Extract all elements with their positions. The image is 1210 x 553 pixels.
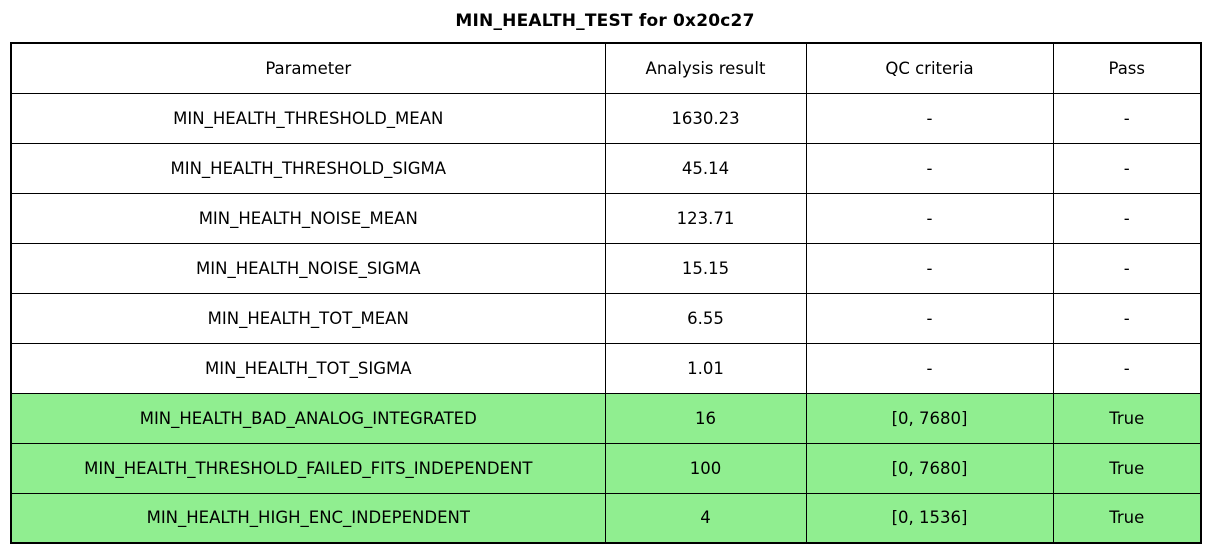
- cell-qc: [0, 1536]: [805, 492, 1054, 544]
- table-row: MIN_HEALTH_HIGH_ENC_INDEPENDENT 4 [0, 1536…: [10, 492, 1202, 544]
- cell-result: 1.01: [604, 342, 807, 394]
- cell-parameter: MIN_HEALTH_THRESHOLD_FAILED_FITS_INDEPEN…: [10, 442, 606, 494]
- cell-parameter: MIN_HEALTH_BAD_ANALOG_INTEGRATED: [10, 392, 606, 444]
- cell-parameter: MIN_HEALTH_NOISE_MEAN: [10, 192, 606, 244]
- table-row: MIN_HEALTH_TOT_MEAN 6.55- -: [10, 292, 1202, 344]
- cell-qc: -: [805, 242, 1054, 294]
- cell-parameter: MIN_HEALTH_NOISE_SIGMA: [10, 242, 606, 294]
- cell-qc: -: [805, 142, 1054, 194]
- cell-parameter: MIN_HEALTH_THRESHOLD_SIGMA: [10, 142, 606, 194]
- cell-result: 45.14: [604, 142, 807, 194]
- cell-result: 123.71: [604, 192, 807, 244]
- column-header-parameter: Parameter: [10, 42, 606, 94]
- table-row: MIN_HEALTH_THRESHOLD_SIGMA 45.14- -: [10, 142, 1202, 194]
- table-row: MIN_HEALTH_BAD_ANALOG_INTEGRATED 16 [0, 76…: [10, 392, 1202, 444]
- cell-result: 4: [604, 492, 807, 544]
- cell-pass: -: [1052, 342, 1202, 394]
- cell-pass: -: [1052, 242, 1202, 294]
- cell-parameter: MIN_HEALTH_THRESHOLD_MEAN: [10, 92, 606, 144]
- page-title: MIN_HEALTH_TEST for 0x20c27: [455, 11, 755, 31]
- column-header-analysis-result: Analysis result: [604, 42, 807, 94]
- column-header-pass: Pass: [1052, 42, 1202, 94]
- cell-pass: True: [1052, 392, 1202, 444]
- cell-result: 6.55: [604, 292, 807, 344]
- header-row: Parameter Analysis result QC criteria Pa…: [10, 42, 1202, 94]
- cell-qc: -: [805, 192, 1054, 244]
- cell-parameter: MIN_HEALTH_TOT_SIGMA: [10, 342, 606, 394]
- cell-pass: -: [1052, 192, 1202, 244]
- column-header-qc-criteria: QC criteria: [805, 42, 1054, 94]
- cell-result: 1630.23: [604, 92, 807, 144]
- cell-qc: [0, 7680]: [805, 442, 1054, 494]
- cell-qc: -: [805, 342, 1054, 394]
- cell-qc: -: [805, 292, 1054, 344]
- cell-result: 15.15: [604, 242, 807, 294]
- cell-pass: -: [1052, 142, 1202, 194]
- cell-pass: -: [1052, 92, 1202, 144]
- table-row: MIN_HEALTH_THRESHOLD_FAILED_FITS_INDEPEN…: [10, 442, 1202, 494]
- table-row: MIN_HEALTH_NOISE_MEAN 123.71- -: [10, 192, 1202, 244]
- cell-pass: -: [1052, 292, 1202, 344]
- cell-parameter: MIN_HEALTH_HIGH_ENC_INDEPENDENT: [10, 492, 606, 544]
- qc-results-table: Parameter Analysis result QC criteria Pa…: [10, 42, 1202, 544]
- cell-pass: True: [1052, 442, 1202, 494]
- cell-pass: True: [1052, 492, 1202, 544]
- table-row: MIN_HEALTH_THRESHOLD_MEAN 1630.23- -: [10, 92, 1202, 144]
- table-wrap: Parameter Analysis result QC criteria Pa…: [10, 42, 1202, 544]
- cell-qc: [0, 7680]: [805, 392, 1054, 444]
- cell-result: 16: [604, 392, 807, 444]
- cell-parameter: MIN_HEALTH_TOT_MEAN: [10, 292, 606, 344]
- table-body: MIN_HEALTH_THRESHOLD_MEAN 1630.23- - MIN_HE…: [10, 92, 1202, 544]
- cell-result: 100: [604, 442, 807, 494]
- table-row: MIN_HEALTH_TOT_SIGMA 1.01- -: [10, 342, 1202, 394]
- table-row: MIN_HEALTH_NOISE_SIGMA 15.15- -: [10, 242, 1202, 294]
- cell-qc: -: [805, 92, 1054, 144]
